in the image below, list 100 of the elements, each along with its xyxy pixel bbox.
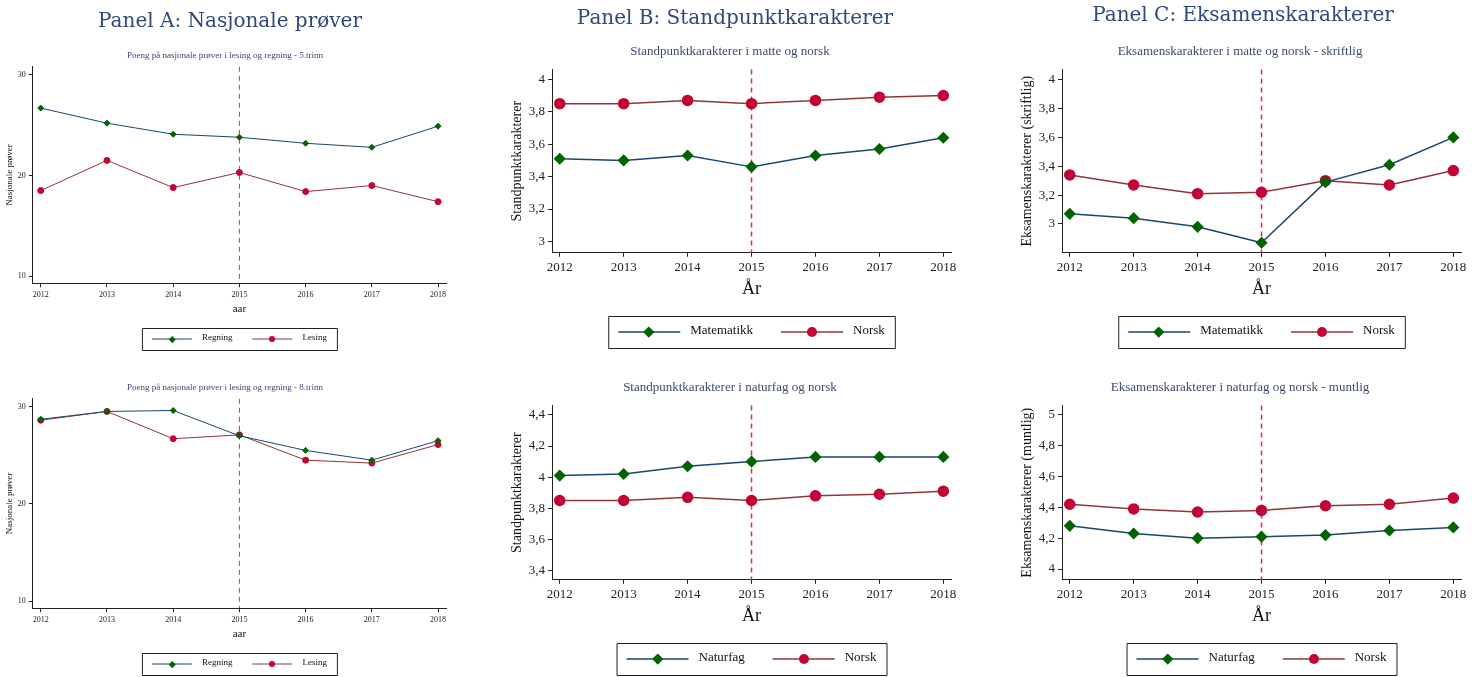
x-tick-label: 2015 [1248,259,1275,275]
y-tick-label: 4,2 [1038,529,1056,545]
legend-label: Norsk [844,649,878,665]
x-tick-label: 2013 [98,615,115,625]
x-tick-label: 2018 [930,259,957,275]
y-axis-title: Nasjonale prøver [3,144,14,206]
x-axis-title: År [1252,604,1272,625]
x-tick-label: 2016 [802,586,829,602]
y-tick-label: 4 [538,70,546,86]
x-tick-label: 2017 [866,259,893,275]
x-tick-label: 2013 [610,259,637,275]
x-tick-label: 2018 [930,586,957,602]
x-axis-title: År [742,277,762,298]
x-axis-title: År [742,604,762,625]
x-tick-label: 2014 [674,259,702,275]
y-tick-label: 3,4 [528,168,546,184]
x-tick-label: 2015 [231,290,248,300]
x-tick-label: 2015 [738,586,765,602]
x-tick-label: 2017 [363,290,380,300]
legend-label: Norsk [853,322,886,338]
x-tick-label: 2013 [610,586,637,602]
chart-title: Standpunktkarakterer i matte og norsk [630,43,831,59]
x-tick-label: 2018 [430,290,447,300]
chart-title: Eksamenskarakterer i matte og norsk - skriftlig [1117,43,1363,59]
x-tick-label: 2014 [1184,586,1212,602]
y-tick-label: 3,6 [528,530,546,546]
y-tick-label: 5 [1048,406,1056,422]
y-tick-label: 3,8 [528,499,546,515]
y-tick-label: 3,6 [528,135,546,151]
y-tick-label: 4 [1048,560,1056,576]
y-tick-label: 3,4 [1038,157,1056,173]
legend-label: Matematikk [690,322,754,338]
y-tick-label: 3,4 [528,561,546,577]
chart-title: Poeng på nasjonale prøver i lesing og regning - 5.trinn [127,49,324,60]
y-tick-label: 4,4 [1038,498,1056,514]
legend-label: Norsk [1363,322,1396,338]
x-tick-label: 2012 [32,615,49,625]
y-tick-label: 4,8 [1038,437,1056,453]
x-tick-label: 2014 [1184,259,1212,275]
legend-label: Regning [201,332,233,343]
y-axis-title: Standpunktkarakterer [509,100,525,222]
x-tick-label: 2017 [866,586,893,602]
x-tick-label: 2016 [1312,259,1339,275]
x-tick-label: 2016 [297,290,314,300]
x-tick-label: 2015 [738,259,765,275]
legend-label: Naturfag [698,649,746,665]
y-tick-label: 10 [17,271,26,281]
y-tick-label: 3 [1048,215,1056,231]
y-tick-label: 20 [17,499,26,509]
y-tick-label: 10 [17,596,26,606]
x-tick-label: 2012 [32,290,49,300]
y-tick-label: 3,8 [528,103,546,119]
chart-title: Poeng på nasjonale prøver i lesing og regning - 8.trinn [127,381,324,392]
y-tick-label: 30 [17,69,26,79]
x-tick-label: 2017 [1376,586,1403,602]
y-tick-label: 4 [538,468,546,484]
y-tick-label: 4 [1048,71,1056,87]
x-tick-label: 2014 [674,586,702,602]
y-tick-label: 20 [17,170,26,180]
x-tick-label: 2018 [1440,586,1467,602]
y-tick-label: 4,2 [528,437,546,453]
y-axis-title: Eksamenskarakterer (skriftlig) [1019,75,1036,247]
x-tick-label: 2013 [1120,586,1147,602]
chart-title: Eksamenskarakterer i naturfag og norsk - muntlig [1110,379,1370,395]
x-tick-label: 2014 [165,290,182,300]
x-tick-label: 2013 [1120,259,1147,275]
x-tick-label: 2015 [1248,586,1275,602]
x-tick-label: 2016 [297,615,314,625]
legend-label: Matematikk [1200,322,1264,338]
x-tick-label: 2015 [231,615,248,625]
x-axis-title: aar [232,627,247,640]
y-tick-label: 30 [17,401,26,411]
y-tick-label: 4,6 [1038,467,1056,483]
legend-label: Lesing [302,332,328,343]
text: Panel C: Eksamenskarakterer [1092,2,1394,26]
y-axis-title: Standpunktkarakterer [509,432,525,553]
text: Panel B: Standpunktkarakterer [576,5,894,29]
x-tick-label: 2012 [1056,586,1083,602]
x-tick-label: 2017 [363,615,380,625]
legend-label: Naturfag [1208,649,1256,665]
legend-label: Lesing [302,657,328,668]
x-tick-label: 2016 [802,259,829,275]
y-tick-label: 3,2 [528,200,546,216]
y-axis-title: Nasjonale prøver [3,472,14,535]
x-tick-label: 2017 [1376,259,1403,275]
x-tick-label: 2012 [546,586,573,602]
y-tick-label: 3,8 [1038,99,1056,115]
legend-label: Regning [201,657,233,668]
y-axis-title: Eksamenskarakterer (muntlig) [1019,407,1036,578]
y-tick-label: 3 [538,232,546,248]
y-tick-label: 3,6 [1038,128,1056,144]
x-axis-title: År [1252,277,1272,298]
y-tick-label: 4,4 [528,406,546,422]
x-tick-label: 2013 [98,290,115,300]
y-tick-label: 3,2 [1038,186,1056,202]
x-tick-label: 2018 [1440,259,1467,275]
x-tick-label: 2012 [546,259,573,275]
legend-label: Norsk [1354,649,1388,665]
x-tick-label: 2018 [430,615,447,625]
chart-title: Standpunktkarakterer i naturfag og norsk [623,379,838,395]
